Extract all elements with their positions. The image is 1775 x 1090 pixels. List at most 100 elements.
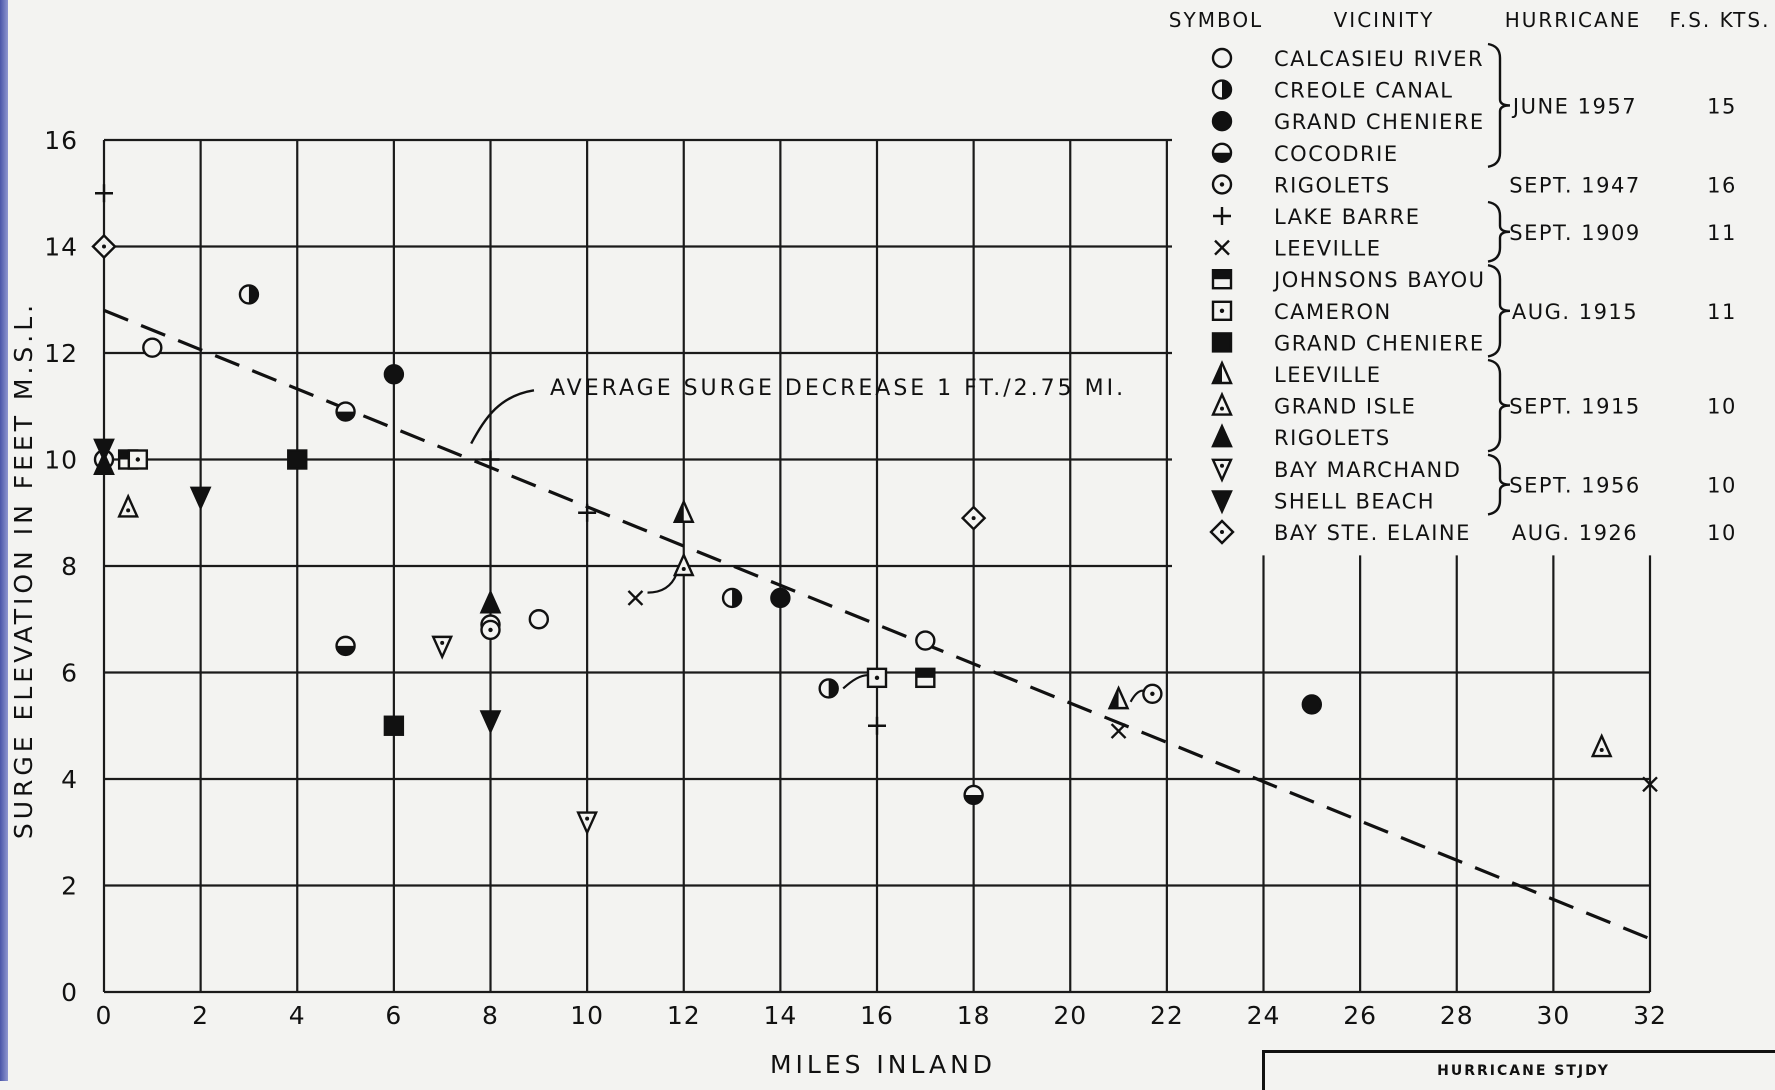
legend-symbol bbox=[1211, 142, 1233, 164]
legend-vicinity: LAKE BARRE bbox=[1274, 205, 1421, 229]
data-point bbox=[770, 587, 791, 609]
x-tick-label: 4 bbox=[289, 1001, 306, 1030]
data-point bbox=[383, 364, 405, 385]
legend-speed: 11 bbox=[1707, 300, 1737, 324]
legend-vicinity: BAY STE. ELAINE bbox=[1274, 521, 1471, 545]
legend-header-speed: F.S. KTS. bbox=[1670, 8, 1771, 32]
legend-hurricane: AUG. 1915 bbox=[1512, 300, 1638, 324]
legend-symbol bbox=[1211, 300, 1233, 321]
x-tick-label: 10 bbox=[570, 1001, 604, 1030]
legend-speed: 10 bbox=[1707, 474, 1737, 498]
x-axis-label: MILES INLAND bbox=[770, 1050, 996, 1079]
data-point bbox=[481, 450, 500, 469]
slide-edge-decoration bbox=[0, 0, 8, 1081]
legend-vicinity: RIGOLETS bbox=[1274, 426, 1391, 450]
legend-vicinity: GRAND CHENIERE bbox=[1274, 331, 1485, 355]
x-tick-label: 22 bbox=[1150, 1001, 1184, 1030]
data-point bbox=[866, 667, 888, 689]
x-tick-label: 20 bbox=[1053, 1001, 1087, 1030]
x-tick-label: 16 bbox=[860, 1001, 894, 1030]
legend-vicinity: CAMERON bbox=[1274, 300, 1392, 324]
legend-symbol bbox=[1211, 332, 1233, 353]
legend-hurricane: SEPT. 1956 bbox=[1509, 474, 1640, 498]
data-point bbox=[479, 710, 502, 735]
data-point bbox=[960, 505, 987, 531]
trend-line-label: AVERAGE SURGE DECREASE 1 FT./2.75 MI. bbox=[550, 376, 1126, 401]
legend: SYMBOL VICINITY HURRICANE F.S. KTS. CALCASIE… bbox=[1169, 8, 1771, 545]
y-tick-label: 2 bbox=[61, 872, 78, 901]
tick-labels: 0 2 4 6 8 10 12 14 16 18 20 22 24 26 28 30 3202468101214… bbox=[44, 126, 1666, 1030]
trend-line-group bbox=[103, 308, 1651, 941]
data-point bbox=[431, 635, 454, 660]
legend-vicinity: SHELL BEACH bbox=[1274, 489, 1435, 513]
data-point bbox=[576, 811, 598, 836]
legend-hurricane: JUNE 1957 bbox=[1511, 94, 1637, 118]
data-point bbox=[383, 715, 405, 736]
data-point bbox=[672, 498, 695, 523]
x-tick-label: 12 bbox=[667, 1001, 701, 1030]
data-point bbox=[1590, 733, 1613, 758]
data-point bbox=[1110, 723, 1127, 739]
y-tick-label: 4 bbox=[61, 765, 78, 794]
data-point bbox=[627, 590, 644, 606]
legend-brace bbox=[1487, 358, 1511, 453]
legend-symbol bbox=[1214, 239, 1230, 256]
leader-arrow bbox=[647, 573, 678, 594]
legend-hurricane: SEPT. 1947 bbox=[1509, 173, 1640, 197]
legend-header-vicinity: VICINITY bbox=[1334, 8, 1435, 32]
legend-brace bbox=[1487, 200, 1511, 263]
y-tick-label: 12 bbox=[44, 339, 78, 368]
y-tick-label: 0 bbox=[61, 978, 78, 1007]
x-tick-label: 14 bbox=[763, 1001, 797, 1030]
data-point bbox=[818, 678, 839, 699]
legend-symbol bbox=[1211, 174, 1233, 195]
legend-vicinity: CREOLE CANAL bbox=[1274, 79, 1454, 103]
x-tick-label: 24 bbox=[1247, 1001, 1281, 1030]
data-point bbox=[672, 552, 695, 577]
x-tick-label: 28 bbox=[1440, 1001, 1474, 1030]
data-point bbox=[721, 587, 743, 609]
legend-hurricane: SEPT. 1915 bbox=[1509, 395, 1640, 419]
data-point bbox=[127, 449, 149, 470]
legend-vicinity: CALCASIEU RIVER bbox=[1274, 47, 1484, 71]
legend-header-hurricane: HURRICANE bbox=[1505, 8, 1642, 32]
legend-vicinity: GRAND CHENIERE bbox=[1274, 110, 1485, 134]
data-point bbox=[93, 438, 115, 463]
data-point bbox=[578, 503, 597, 522]
leader-arrow bbox=[842, 674, 868, 690]
data-point bbox=[93, 450, 115, 476]
legend-hurricane: SEPT. 1909 bbox=[1509, 221, 1640, 245]
leader-arrow bbox=[1129, 689, 1146, 703]
data-point bbox=[480, 619, 501, 641]
data-point bbox=[528, 609, 550, 630]
legend-symbol bbox=[1211, 458, 1233, 483]
x-tick-label: 2 bbox=[192, 1001, 209, 1030]
x-tick-label: 8 bbox=[482, 1001, 499, 1030]
data-point bbox=[915, 667, 936, 689]
legend-symbol bbox=[1211, 47, 1233, 69]
legend-brace bbox=[1487, 42, 1511, 168]
x-tick-label: 26 bbox=[1343, 1001, 1377, 1030]
data-point bbox=[287, 449, 308, 470]
y-tick-label: 8 bbox=[61, 552, 78, 581]
legend-symbol bbox=[1211, 110, 1233, 132]
x-tick-label: 6 bbox=[385, 1001, 402, 1030]
legend-symbol bbox=[1211, 490, 1233, 515]
x-tick-label: 18 bbox=[957, 1001, 991, 1030]
legend-symbol bbox=[1213, 207, 1231, 225]
data-point bbox=[238, 284, 260, 305]
legend-vicinity: GRAND ISLE bbox=[1274, 395, 1416, 419]
legend-symbol bbox=[1211, 423, 1233, 448]
legend-vicinity: LEEVILLE bbox=[1274, 237, 1381, 261]
legend-symbol bbox=[1209, 519, 1235, 545]
legend-brace bbox=[1487, 264, 1511, 358]
legend-brace bbox=[1487, 453, 1511, 516]
title-block-box: HURRICANE STJDY bbox=[1262, 1050, 1775, 1090]
y-tick-label: 16 bbox=[44, 126, 78, 155]
data-point bbox=[479, 589, 502, 614]
y-tick-label: 6 bbox=[61, 659, 78, 688]
data-point bbox=[915, 630, 936, 651]
x-tick-label: 0 bbox=[96, 1001, 113, 1030]
legend-vicinity: LEEVILLE bbox=[1274, 363, 1381, 387]
